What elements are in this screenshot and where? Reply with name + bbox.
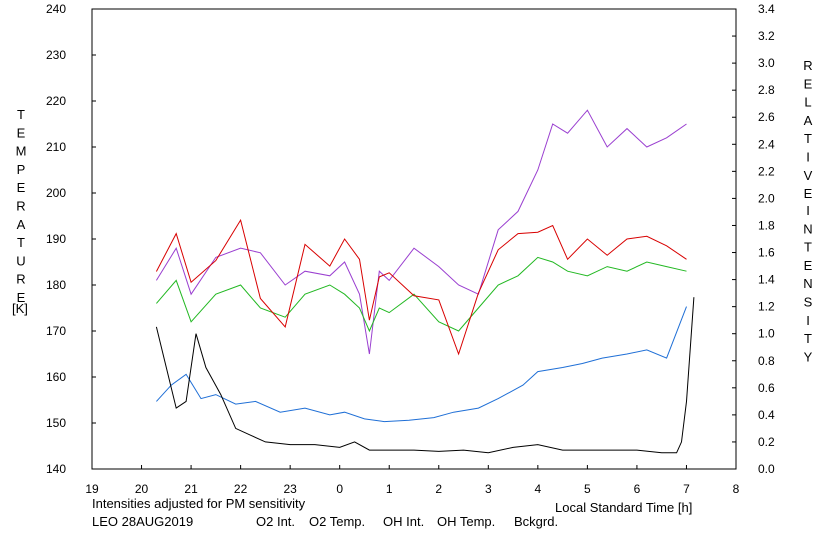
right-tick-label: 3.2 <box>758 29 775 43</box>
left-tick-label: 140 <box>46 462 66 476</box>
left-axis-unit: [K] <box>12 301 28 316</box>
x-tick-label: 4 <box>535 482 542 496</box>
series-bckgrd <box>155 297 695 454</box>
right-axis-letter: I <box>806 150 810 165</box>
right-axis-letter: L <box>804 95 811 110</box>
right-tick-label: 3.0 <box>758 56 775 70</box>
left-tick-label: 160 <box>46 370 66 384</box>
left-tick-label: 180 <box>46 278 66 292</box>
right-axis-letter: A <box>804 113 813 128</box>
left-axis-letter: P <box>17 162 26 177</box>
right-axis-letter: N <box>803 221 812 236</box>
right-tick-label: 1.4 <box>758 273 775 287</box>
series-o2-int <box>156 306 687 423</box>
right-axis-letter: E <box>804 258 813 273</box>
right-axis-letter: I <box>806 313 810 328</box>
right-tick-label: 0.4 <box>758 408 775 422</box>
right-tick-label: 2.8 <box>758 83 775 97</box>
x-axis-label: Local Standard Time [h] <box>555 500 692 515</box>
x-tick-label: 21 <box>184 482 198 496</box>
legend: O2 Int. O2 Temp. OH Int. OH Temp. Bckgrd. <box>256 514 558 529</box>
right-tick-label: 2.2 <box>758 164 775 178</box>
legend-entry: OH Int. <box>383 514 424 529</box>
left-tick-label: 150 <box>46 416 66 430</box>
series-o2-temp <box>155 109 687 355</box>
right-tick-label: 1.0 <box>758 327 775 341</box>
right-axis-letter: T <box>804 331 812 346</box>
right-axis-ticks: 0.0 0.2 0.4 0.6 0.8 1.0 1.2 1.4 1.6 1.8 2.0 2.2 2.4 2… <box>732 2 775 476</box>
right-tick-label: 2.6 <box>758 110 775 124</box>
right-axis-letter: E <box>804 186 813 201</box>
left-axis-letter: T <box>17 107 25 122</box>
right-tick-label: 3.4 <box>758 2 775 16</box>
left-tick-label: 220 <box>46 94 66 108</box>
left-tick-label: 240 <box>46 2 66 16</box>
right-tick-label: 1.8 <box>758 218 775 232</box>
left-axis-letter: M <box>16 144 27 159</box>
right-axis-letter: V <box>804 168 813 183</box>
left-axis-letter: U <box>16 253 25 268</box>
right-axis-letter: T <box>804 240 812 255</box>
right-axis-letter: T <box>804 131 812 146</box>
legend-entry: OH Temp. <box>437 514 495 529</box>
left-tick-label: 170 <box>46 324 66 338</box>
x-tick-label: 5 <box>584 482 591 496</box>
x-tick-label: 7 <box>683 482 690 496</box>
left-axis-ticks: 140 150 160 170 180 190 200 210 220 230 240 <box>46 2 96 476</box>
x-tick-label: 0 <box>336 482 343 496</box>
right-tick-label: 1.2 <box>758 300 775 314</box>
legend-entry: O2 Int. <box>256 514 295 529</box>
left-axis-letter: R <box>16 272 25 287</box>
station-date: LEO 28AUG2019 <box>92 514 193 529</box>
right-axis-letter: R <box>803 58 812 73</box>
x-tick-label: 1 <box>386 482 393 496</box>
right-axis-letter: Y <box>804 349 813 364</box>
right-tick-label: 2.4 <box>758 137 775 151</box>
x-tick-label: 23 <box>283 482 297 496</box>
right-tick-label: 2.0 <box>758 191 775 205</box>
x-tick-label: 22 <box>234 482 248 496</box>
left-axis-letter: A <box>17 217 26 232</box>
x-tick-label: 8 <box>733 482 740 496</box>
left-tick-label: 200 <box>46 186 66 200</box>
legend-entry: Bckgrd. <box>514 514 558 529</box>
x-tick-label: 2 <box>435 482 442 496</box>
x-tick-label: 6 <box>634 482 641 496</box>
series-lines <box>155 109 695 454</box>
right-axis-letter: I <box>806 203 810 218</box>
series-oh-int <box>155 218 687 356</box>
right-tick-label: 0.0 <box>758 462 775 476</box>
legend-entry: O2 Temp. <box>309 514 365 529</box>
right-tick-label: 0.2 <box>758 435 775 449</box>
left-axis-letter: E <box>17 290 26 305</box>
sensitivity-note: Intensities adjusted for PM sensitivity <box>92 496 306 511</box>
x-tick-label: 3 <box>485 482 492 496</box>
right-axis-letter: E <box>804 76 813 91</box>
left-tick-label: 210 <box>46 140 66 154</box>
x-axis-ticks: 19 20 21 22 23 0 1 2 3 4 5 6 7 8 <box>85 465 740 496</box>
left-axis-letter: R <box>16 199 25 214</box>
right-tick-label: 0.8 <box>758 354 775 368</box>
right-axis-letter: S <box>804 295 813 310</box>
x-tick-label: 19 <box>85 482 99 496</box>
x-tick-label: 20 <box>135 482 149 496</box>
plot-frame <box>91 8 737 470</box>
left-axis-letter: E <box>17 180 26 195</box>
right-tick-label: 0.6 <box>758 381 775 395</box>
left-tick-label: 230 <box>46 48 66 62</box>
left-axis-letter: T <box>17 235 25 250</box>
right-axis-letter: N <box>803 276 812 291</box>
left-tick-label: 190 <box>46 232 66 246</box>
right-tick-label: 1.6 <box>758 246 775 260</box>
left-axis-letter: E <box>17 125 26 140</box>
series-oh-temp <box>156 256 687 333</box>
